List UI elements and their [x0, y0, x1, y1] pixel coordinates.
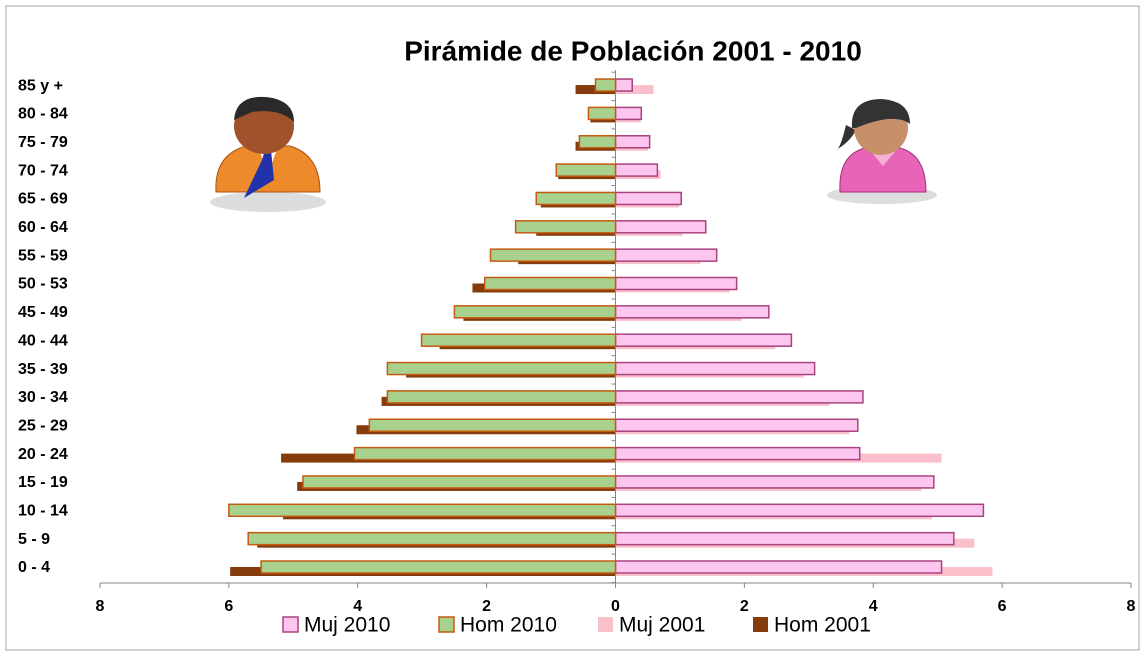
legend-label: Hom 2001 — [774, 614, 871, 637]
chart-frame — [5, 5, 1140, 651]
bar — [555, 163, 617, 177]
bar — [614, 78, 634, 92]
man-icon — [210, 96, 326, 212]
x-tick-label: 8 — [1127, 598, 1136, 615]
bar — [514, 220, 617, 234]
legend-label: Muj 2001 — [619, 614, 705, 637]
bar — [489, 248, 617, 262]
y-tick-label: 85 y + — [18, 77, 63, 94]
x-tick-label: 4 — [353, 598, 362, 615]
bar — [614, 475, 935, 489]
bar — [420, 333, 617, 347]
y-tick-label: 30 - 34 — [18, 389, 68, 406]
y-tick-label: 5 - 9 — [18, 531, 50, 548]
bar — [587, 106, 617, 121]
bar — [247, 531, 617, 546]
woman-icon — [827, 99, 937, 204]
bar — [228, 503, 617, 518]
bar — [614, 220, 707, 234]
y-tick-label: 55 - 59 — [18, 247, 68, 264]
bar — [614, 560, 943, 574]
bar — [614, 106, 643, 121]
bar — [453, 305, 617, 319]
bar — [614, 418, 859, 432]
y-tick-label: 65 - 69 — [18, 191, 68, 208]
y-tick-label: 75 - 79 — [18, 134, 68, 151]
y-tick-label: 20 - 24 — [18, 446, 68, 463]
bar — [615, 85, 654, 95]
y-tick-label: 40 - 44 — [18, 332, 68, 349]
y-tick-label: 25 - 29 — [18, 417, 68, 434]
legend-swatch — [598, 617, 613, 632]
bar — [483, 276, 617, 291]
bar — [594, 78, 617, 92]
bar — [614, 163, 659, 177]
x-tick-label: 6 — [224, 598, 233, 615]
y-tick-label: 10 - 14 — [18, 503, 68, 520]
bar — [614, 390, 864, 404]
bar — [353, 446, 617, 461]
y-tick-label: 35 - 39 — [18, 361, 68, 378]
bar — [302, 475, 617, 489]
bar — [614, 248, 718, 262]
x-tick-label: 8 — [96, 598, 105, 615]
bar — [260, 560, 617, 574]
bar — [386, 390, 617, 404]
y-tick-label: 50 - 53 — [18, 276, 68, 293]
bar — [614, 333, 793, 347]
bar — [614, 503, 985, 518]
x-tick-label: 0 — [611, 598, 620, 615]
bar — [368, 418, 617, 432]
bar — [614, 135, 651, 149]
legend-label: Muj 2010 — [304, 614, 390, 637]
bar — [614, 305, 770, 319]
bar — [614, 446, 861, 461]
x-tick-label: 2 — [482, 598, 491, 615]
chart-title: Pirámide de Población 2001 - 2010 — [404, 35, 862, 66]
bar — [614, 361, 816, 376]
legend-label: Hom 2010 — [460, 614, 557, 637]
legend-swatch — [753, 617, 768, 632]
x-tick-label: 4 — [869, 598, 878, 615]
bar — [614, 191, 682, 206]
legend-swatch — [438, 616, 455, 633]
y-tick-label: 0 - 4 — [18, 559, 50, 576]
bar — [614, 276, 738, 291]
bar — [535, 191, 617, 206]
x-tick-label: 6 — [998, 598, 1007, 615]
y-tick-label: 60 - 64 — [18, 219, 68, 236]
y-tick-label: 45 - 49 — [18, 304, 68, 321]
bar — [578, 135, 617, 149]
bar — [614, 531, 955, 546]
y-tick-label: 70 - 74 — [18, 162, 68, 179]
y-tick-label: 80 - 84 — [18, 106, 68, 123]
y-tick-label: 15 - 19 — [18, 474, 68, 491]
x-tick-label: 2 — [740, 598, 749, 615]
legend-swatch — [282, 616, 299, 633]
bar — [386, 361, 617, 376]
